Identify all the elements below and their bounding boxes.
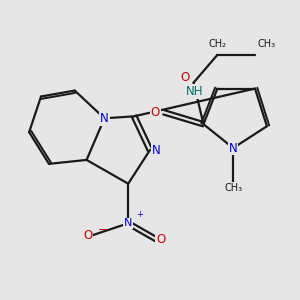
Text: N: N (229, 142, 238, 154)
Text: +: + (136, 210, 143, 219)
Text: −: − (98, 223, 107, 236)
Text: CH₃: CH₃ (257, 39, 275, 49)
Text: O: O (180, 71, 190, 84)
Text: O: O (83, 229, 92, 242)
Text: CH₃: CH₃ (224, 183, 242, 193)
Text: O: O (156, 233, 165, 246)
Text: O: O (151, 106, 160, 119)
Text: CH₂: CH₂ (208, 39, 226, 49)
Text: N: N (100, 112, 109, 125)
Text: N: N (152, 143, 160, 157)
Text: NH: NH (186, 85, 203, 98)
Text: N: N (124, 218, 132, 228)
